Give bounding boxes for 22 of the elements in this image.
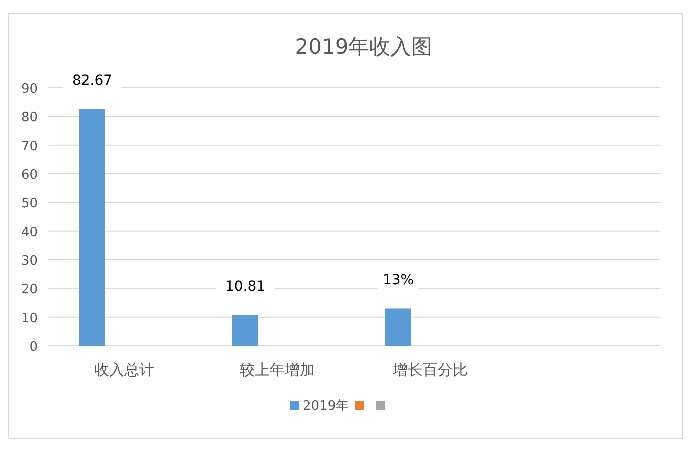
data-label: 13% — [382, 272, 414, 289]
y-tick-label: 50 — [21, 196, 38, 212]
y-tick-label: 30 — [21, 254, 38, 269]
bar — [80, 109, 106, 346]
data-label: 82.67 — [72, 73, 113, 90]
title: 2019年收入图 — [295, 35, 433, 59]
legend: 2019年 — [290, 399, 386, 414]
x-tick-label: 增长百分比 — [392, 361, 468, 379]
x-tick-label: 收入总计 — [94, 361, 154, 379]
y-tick-label: 10 — [21, 311, 38, 326]
data-label: 10.81 — [225, 279, 266, 296]
y-tick-label: 20 — [21, 282, 38, 298]
y-tick-label: 70 — [21, 139, 38, 154]
y-tick-label: 60 — [21, 168, 38, 183]
legend-label: 2019年 — [303, 399, 350, 414]
y-tick-label: 90 — [21, 82, 38, 97]
x-tick-label: 较上年增加 — [240, 361, 315, 379]
y-tick-label: 0 — [30, 340, 38, 355]
y-tick-label: 40 — [21, 225, 38, 240]
bar — [232, 315, 258, 346]
y-tick-label: 80 — [21, 110, 38, 126]
bar — [386, 308, 412, 346]
